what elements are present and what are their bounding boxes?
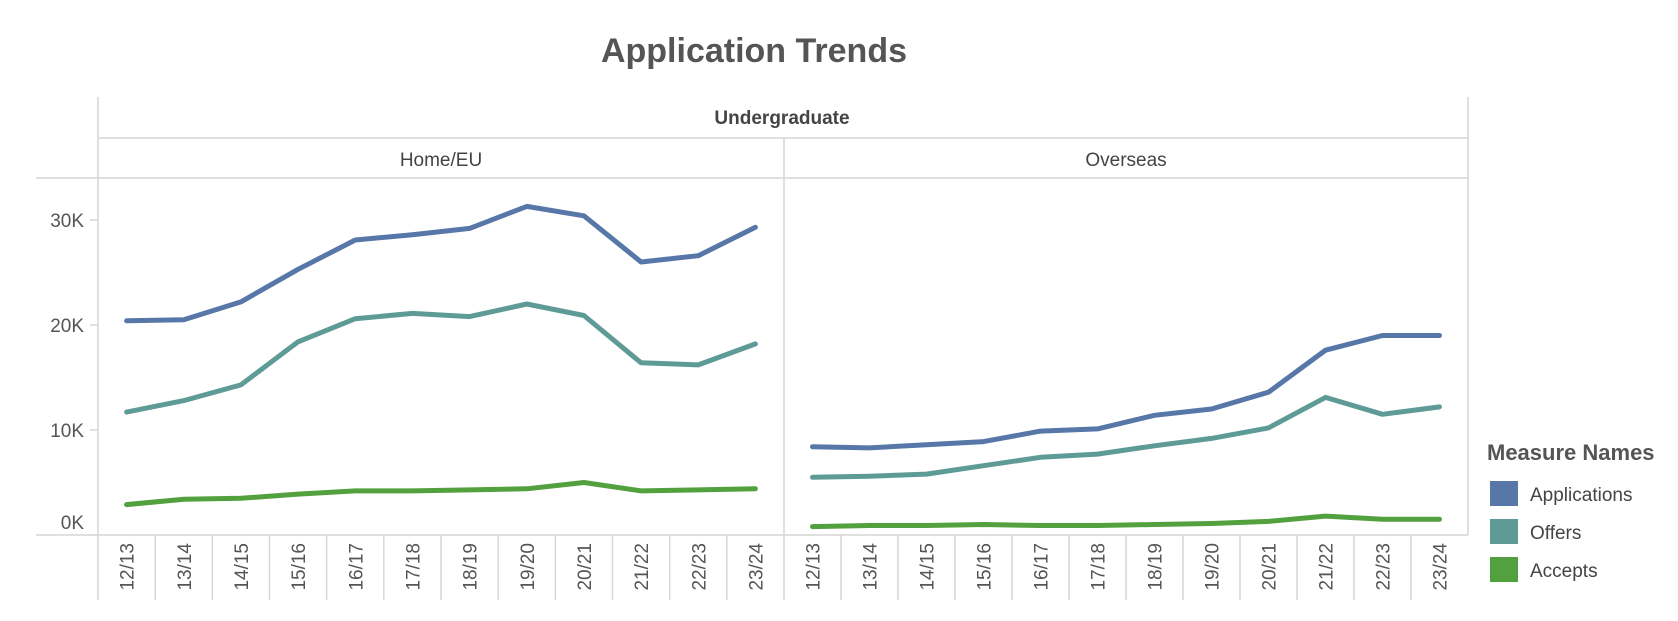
- x-tick-label: 15/16: [289, 543, 310, 591]
- panel-header: Home/EU: [400, 150, 482, 171]
- x-tick-label: 21/22: [632, 543, 653, 591]
- x-tick-label: 20/21: [575, 543, 596, 591]
- series-line-accepts-home-eu: [124, 480, 758, 508]
- x-axes: 12/13 13/14 14/15 15/16 16/17 17/18 18/19 19/20…: [118, 535, 1452, 600]
- x-tick-label: 23/24: [1431, 543, 1452, 591]
- x-tick-label: 14/15: [918, 543, 939, 591]
- x-tick-label: 18/19: [461, 543, 482, 591]
- group-header: Undergraduate: [714, 108, 849, 129]
- panel-header: Overseas: [1085, 150, 1166, 171]
- series-line-offers-home-eu: [124, 301, 758, 415]
- y-tick-label: 10K: [50, 421, 84, 442]
- legend-label: Offers: [1530, 523, 1581, 544]
- legend-swatch: [1490, 519, 1518, 544]
- x-tick-label: 20/21: [1260, 543, 1281, 591]
- chart-frame: [36, 97, 1469, 600]
- series-layer: [124, 203, 1442, 530]
- x-tick-label: 13/14: [175, 543, 196, 591]
- panel-headers: Home/EU Overseas: [400, 150, 1167, 171]
- x-tick-label: 12/13: [118, 543, 139, 591]
- x-tick-label: 22/23: [1374, 543, 1395, 591]
- x-tick-label: 15/16: [975, 543, 996, 591]
- y-axis: 0K 10K 20K 30K: [50, 211, 98, 536]
- legend-swatch: [1490, 481, 1518, 506]
- x-tick-label: 14/15: [232, 543, 253, 591]
- x-tick-label: 21/22: [1317, 543, 1338, 591]
- y-tick-label: 0K: [61, 513, 85, 534]
- series-line-offers-overseas: [810, 394, 1442, 480]
- legend: Measure Names Applications Offers Accepts: [1487, 440, 1655, 582]
- x-tick-label: 19/20: [518, 543, 539, 591]
- x-tick-label: 17/18: [403, 543, 424, 591]
- x-tick-label: 19/20: [1203, 543, 1224, 591]
- series-line-accepts-overseas: [810, 513, 1442, 530]
- legend-label: Applications: [1530, 485, 1632, 506]
- x-tick-label: 16/17: [346, 543, 367, 591]
- legend-label: Accepts: [1530, 561, 1598, 582]
- x-tick-label: 18/19: [1146, 543, 1167, 591]
- legend-title: Measure Names: [1487, 440, 1655, 465]
- series-line-applications-overseas: [810, 333, 1442, 451]
- series-line-applications-home-eu: [124, 203, 758, 324]
- legend-swatch: [1490, 557, 1518, 582]
- x-tick-label: 17/18: [1089, 543, 1110, 591]
- chart-title: Application Trends: [601, 32, 907, 70]
- x-tick-label: 16/17: [1032, 543, 1053, 591]
- x-tick-label: 22/23: [689, 543, 710, 591]
- x-tick-label: 12/13: [804, 543, 825, 591]
- x-tick-label: 23/24: [746, 543, 767, 591]
- y-tick-label: 30K: [50, 211, 84, 232]
- y-tick-label: 20K: [50, 316, 84, 337]
- x-tick-label: 13/14: [861, 543, 882, 591]
